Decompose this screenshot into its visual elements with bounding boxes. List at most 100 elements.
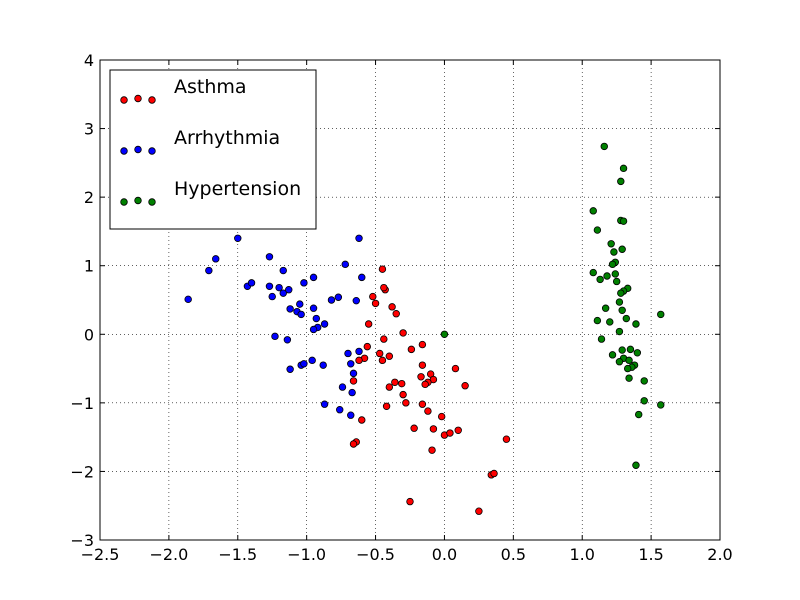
arrhythmia-point — [300, 279, 308, 287]
arrhythmia-point — [247, 279, 256, 287]
hypertension-point — [596, 275, 604, 284]
asthma-point — [418, 340, 427, 349]
legend-box — [109, 69, 317, 230]
hypertension-point — [589, 268, 597, 277]
arrhythmia-point — [268, 292, 276, 301]
hypertension-point — [618, 245, 626, 253]
x-tick-label: 1.0 — [569, 545, 594, 564]
hypertension-point — [608, 260, 617, 269]
arrhythmia-point — [212, 255, 220, 263]
hypertension-point — [619, 164, 628, 173]
asthma-point — [391, 378, 399, 386]
asthma-point — [364, 320, 373, 328]
arrhythmia-point — [234, 234, 242, 242]
legend-marker-asthma — [148, 96, 156, 104]
asthma-point — [398, 379, 406, 388]
asthma-point — [388, 303, 396, 311]
hypertension-point — [633, 349, 642, 357]
hypertension-point — [640, 377, 648, 385]
arrhythmia-point — [275, 283, 283, 292]
y-tick-label: 3 — [84, 120, 94, 139]
y-tick-label: −3 — [70, 531, 94, 550]
legend-marker-hypertension — [148, 198, 156, 206]
asthma-point — [424, 407, 432, 415]
asthma-point — [399, 390, 407, 399]
hypertension-point — [632, 320, 640, 328]
arrhythmia-point — [327, 296, 336, 304]
arrhythmia-point — [347, 411, 355, 419]
hypertension-point — [600, 142, 608, 151]
hypertension-point — [657, 401, 665, 409]
asthma-point — [502, 435, 511, 443]
arrhythmia-point — [344, 349, 352, 358]
x-tick-label: 0.0 — [432, 545, 457, 564]
hypertension-point — [615, 298, 624, 306]
arrhythmia-point — [297, 310, 305, 319]
y-tick-label: −2 — [70, 462, 94, 481]
asthma-point — [371, 299, 380, 308]
hypertension-point — [606, 318, 614, 326]
arrhythmia-point — [352, 296, 360, 305]
x-tick-label: 0.5 — [501, 545, 526, 564]
arrhythmia-point — [184, 295, 192, 304]
asthma-point — [418, 361, 427, 369]
hypertension-point — [593, 226, 602, 234]
hypertension-point — [617, 289, 625, 297]
hypertension-point — [632, 461, 640, 469]
hypertension-point — [617, 177, 625, 186]
x-tick-label: −1.5 — [218, 545, 257, 564]
hypertension-point — [611, 270, 619, 278]
arrhythmia-point — [349, 369, 358, 378]
arrhythmia-point — [279, 289, 287, 297]
arrhythmia-point — [309, 304, 318, 312]
hypertension-point — [612, 277, 621, 286]
asthma-point — [380, 283, 388, 292]
asthma-point — [385, 383, 394, 391]
asthma-point — [402, 399, 410, 407]
legend-marker-arrhythmia — [148, 147, 156, 155]
asthma-point — [392, 310, 400, 318]
hypertension-point — [440, 330, 449, 338]
legend-marker-arrhythmia — [134, 145, 142, 154]
arrhythmia-point — [279, 266, 287, 275]
asthma-point — [369, 292, 377, 301]
legend-marker-asthma — [120, 96, 128, 104]
arrhythmia-point — [336, 406, 344, 414]
arrhythmia-point — [271, 332, 279, 341]
hypertension-point — [603, 272, 611, 280]
y-tick-label: 0 — [84, 325, 94, 344]
hypertension-point — [635, 410, 643, 419]
asthma-point — [421, 380, 429, 389]
asthma-point — [446, 429, 454, 437]
arrhythmia-point — [265, 282, 274, 290]
asthma-point — [378, 356, 387, 365]
arrhythmia-point — [205, 266, 213, 275]
asthma-point — [418, 400, 427, 408]
hypertension-point — [597, 335, 606, 343]
arrhythmia-point — [358, 273, 366, 282]
asthma-point — [349, 377, 358, 385]
hypertension-point — [657, 310, 665, 319]
x-tick-label: 2.0 — [707, 545, 732, 564]
hypertension-point — [623, 364, 632, 373]
arrhythmia-point — [285, 286, 293, 294]
arrhythmia-point — [341, 260, 349, 269]
hypertension-point — [589, 207, 597, 215]
asthma-point — [490, 469, 498, 478]
asthma-point — [355, 356, 363, 365]
asthma-point — [437, 412, 446, 421]
asthma-point — [429, 425, 438, 433]
arrhythmia-point — [355, 347, 363, 356]
y-tick-label: 4 — [84, 51, 94, 70]
y-tick-label: 1 — [84, 257, 94, 276]
arrhythmia-point — [312, 314, 321, 323]
asthma-point — [349, 440, 358, 448]
legend-label-asthma: Asthma — [174, 76, 247, 98]
asthma-point — [375, 349, 384, 358]
arrhythmia-point — [300, 360, 308, 368]
arrhythmia-point — [347, 360, 355, 368]
asthma-point — [428, 446, 436, 454]
arrhythmia-point — [338, 383, 347, 391]
asthma-point — [410, 424, 418, 432]
